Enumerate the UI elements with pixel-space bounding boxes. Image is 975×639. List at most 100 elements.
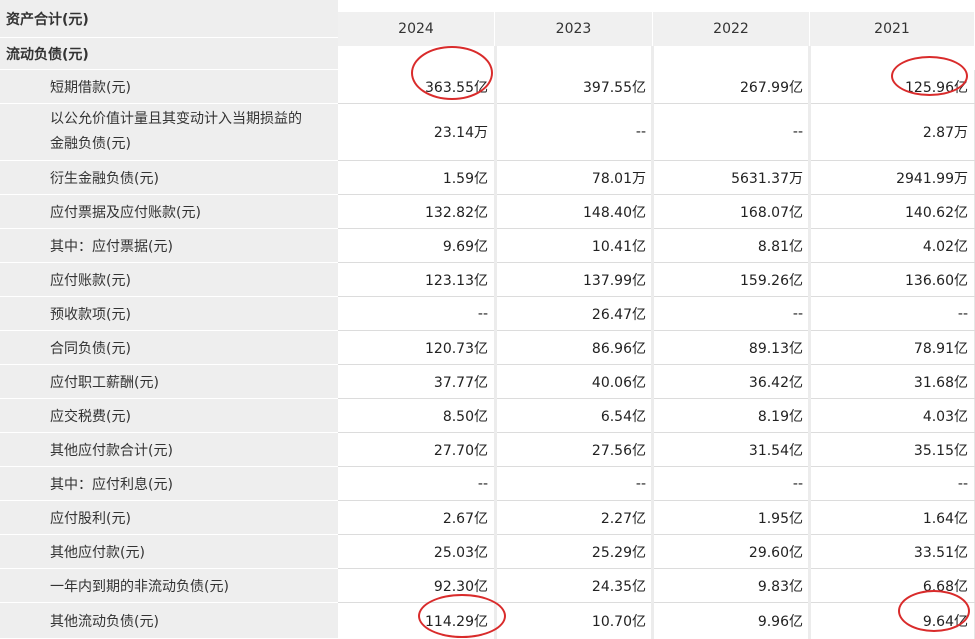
value-cell: -- — [338, 467, 495, 500]
label-text: 短期借款(元) — [50, 79, 131, 96]
value-cell: 92.30亿 — [338, 569, 495, 602]
value-cell: 2.27亿 — [495, 501, 653, 534]
value-cell: 1.64亿 — [810, 501, 975, 534]
value-cell: 397.55亿 — [495, 70, 653, 103]
table-row: 8.50亿 6.54亿 8.19亿 4.03亿 — [338, 399, 975, 433]
table-row: 9.69亿 10.41亿 8.81亿 4.02亿 — [338, 229, 975, 263]
value-cell: 24.35亿 — [495, 569, 653, 602]
label-text: 流动负债(元) — [6, 46, 89, 63]
value-cell: 10.70亿 — [495, 603, 653, 639]
label-other-payables: 其他应付款(元) — [0, 535, 338, 569]
value-cell: 2.87万 — [810, 104, 975, 160]
value-cell: 8.81亿 — [653, 229, 810, 262]
label-total-assets: 资产合计(元) — [0, 0, 338, 38]
label-text-line2: 金融负债(元) — [50, 136, 131, 152]
table-row: 120.73亿 86.96亿 89.13亿 78.91亿 — [338, 331, 975, 365]
label-fvtpl-liabilities: 以公允价值计量且其变动计入当期损益的 金融负债(元) — [0, 104, 338, 161]
value-cell: -- — [495, 104, 653, 160]
value-cell: 8.50亿 — [338, 399, 495, 432]
value-cell: 136.60亿 — [810, 263, 975, 296]
value-cell: 8.19亿 — [653, 399, 810, 432]
label-text: 其中：应付利息(元) — [50, 476, 173, 493]
value-cell: 267.99亿 — [653, 70, 810, 103]
value-cell: 25.29亿 — [495, 535, 653, 568]
value-cell: -- — [653, 104, 810, 160]
year-header-2024: 2024 — [338, 12, 495, 46]
label-text: 资产合计(元) — [6, 11, 89, 28]
value-cell: 31.68亿 — [810, 365, 975, 398]
label-text: 应付职工薪酬(元) — [50, 374, 159, 391]
value-cell: 125.96亿 — [810, 70, 975, 103]
table-row: -- -- -- -- — [338, 467, 975, 501]
value-cell: 132.82亿 — [338, 195, 495, 228]
value-cell: 37.77亿 — [338, 365, 495, 398]
label-text: 应付股利(元) — [50, 510, 131, 527]
value-cell: 9.64亿 — [810, 603, 975, 639]
value-cell: 120.73亿 — [338, 331, 495, 364]
table-row: 37.77亿 40.06亿 36.42亿 31.68亿 — [338, 365, 975, 399]
value-cell: 5631.37万 — [653, 161, 810, 194]
table-row: 27.70亿 27.56亿 31.54亿 35.15亿 — [338, 433, 975, 467]
table-row: 92.30亿 24.35亿 9.83亿 6.68亿 — [338, 569, 975, 603]
label-advance-receipts: 预收款项(元) — [0, 297, 338, 331]
value-cell: 137.99亿 — [495, 263, 653, 296]
value-cell: 4.02亿 — [810, 229, 975, 262]
value-cell: 168.07亿 — [653, 195, 810, 228]
value-cell: 123.13亿 — [338, 263, 495, 296]
table-row: 1.59亿 78.01万 5631.37万 2941.99万 — [338, 161, 975, 195]
value-cell: 78.91亿 — [810, 331, 975, 364]
value-cell: 27.56亿 — [495, 433, 653, 466]
column-divider — [651, 46, 654, 639]
value-cell: -- — [810, 297, 975, 330]
value-cell: -- — [338, 297, 495, 330]
label-accounts-payable: 应付账款(元) — [0, 263, 338, 297]
value-cell: 363.55亿 — [338, 70, 495, 103]
value-cell: 1.59亿 — [338, 161, 495, 194]
value-cell: 114.29亿 — [338, 603, 495, 639]
label-contract-liabilities: 合同负债(元) — [0, 331, 338, 365]
value-cell: -- — [495, 467, 653, 500]
label-text: 合同负债(元) — [50, 340, 131, 357]
value-cell: 159.26亿 — [653, 263, 810, 296]
value-cell: 35.15亿 — [810, 433, 975, 466]
column-divider — [808, 46, 811, 639]
value-cell: 6.68亿 — [810, 569, 975, 602]
value-cell: 148.40亿 — [495, 195, 653, 228]
label-text: 一年内到期的非流动负债(元) — [50, 578, 229, 595]
label-text: 其他应付款合计(元) — [50, 442, 173, 459]
year-header-2021: 2021 — [810, 12, 975, 46]
label-dividends-payable: 应付股利(元) — [0, 501, 338, 535]
value-cell: 140.62亿 — [810, 195, 975, 228]
label-of-which-notes-payable: 其中：应付票据(元) — [0, 229, 338, 263]
value-cell: 25.03亿 — [338, 535, 495, 568]
value-cell: 36.42亿 — [653, 365, 810, 398]
label-text: 其他应付款(元) — [50, 544, 145, 561]
value-cell: 4.03亿 — [810, 399, 975, 432]
value-cell: 9.96亿 — [653, 603, 810, 639]
value-cell: 31.54亿 — [653, 433, 810, 466]
value-cell: 2941.99万 — [810, 161, 975, 194]
label-text: 应付票据及应付账款(元) — [50, 204, 201, 221]
label-notes-and-accounts-payable: 应付票据及应付账款(元) — [0, 195, 338, 229]
table-row: 363.55亿 397.55亿 267.99亿 125.96亿 — [338, 70, 975, 104]
value-cell: 78.01万 — [495, 161, 653, 194]
label-current-liabilities: 流动负债(元) — [0, 38, 338, 70]
label-text-line1: 以公允价值计量且其变动计入当期损益的 — [50, 111, 302, 127]
value-cell: 6.54亿 — [495, 399, 653, 432]
value-cell: 9.69亿 — [338, 229, 495, 262]
table-row: -- 26.47亿 -- -- — [338, 297, 975, 331]
label-text: 应交税费(元) — [50, 408, 131, 425]
value-cell: 86.96亿 — [495, 331, 653, 364]
label-text: 其他流动负债(元) — [50, 613, 159, 630]
row-label-column: 资产合计(元) 流动负债(元) 短期借款(元) 以公允价值计量且其变动计入当期损… — [0, 0, 338, 639]
label-text: 衍生金融负债(元) — [50, 170, 159, 187]
label-payroll-payable: 应付职工薪酬(元) — [0, 365, 338, 399]
value-cell: 10.41亿 — [495, 229, 653, 262]
table-row: 23.14万 -- -- 2.87万 — [338, 104, 975, 161]
table-row: 114.29亿 10.70亿 9.96亿 9.64亿 — [338, 603, 975, 639]
label-of-which-interest-payable: 其中：应付利息(元) — [0, 467, 338, 501]
value-cell: 89.13亿 — [653, 331, 810, 364]
value-cell: -- — [810, 467, 975, 500]
label-text: 应付账款(元) — [50, 272, 131, 289]
value-cell: -- — [653, 467, 810, 500]
